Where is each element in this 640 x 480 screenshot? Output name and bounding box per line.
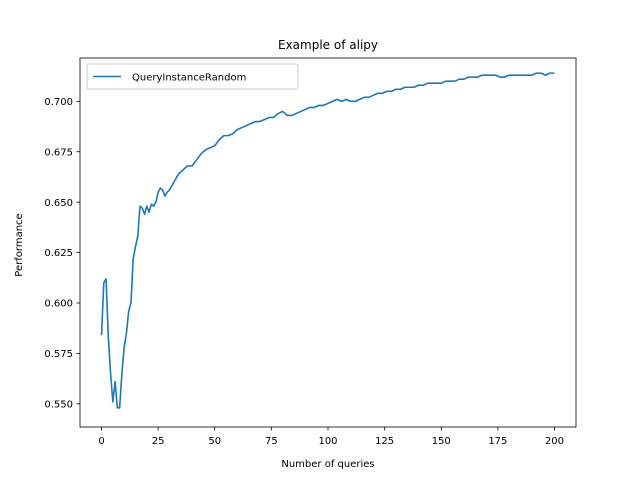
y-tick-label: 0.700 — [44, 97, 73, 108]
y-tick-label: 0.625 — [44, 248, 73, 259]
plot-area — [100, 72, 555, 409]
legend-series-label: QueryInstanceRandom — [132, 73, 246, 84]
x-tick-label: 125 — [375, 436, 394, 447]
x-tick-label: 75 — [265, 436, 278, 447]
y-tick-label: 0.600 — [44, 299, 73, 310]
x-tick-label: 25 — [152, 436, 165, 447]
axes: 0 25 50 75 100 125 150 175 200 0.550 0.575 0.600 0.6… — [44, 57, 577, 447]
y-tick-label: 0.575 — [44, 349, 73, 360]
y-tick-label: 0.550 — [44, 399, 73, 410]
legend-box — [86, 63, 299, 90]
x-axis-title: Number of queries — [281, 459, 374, 470]
y-tick-label: 0.675 — [44, 147, 73, 158]
x-tick-label: 100 — [318, 436, 337, 447]
series-line-0 — [100, 72, 555, 409]
x-tick-label: 200 — [545, 436, 564, 447]
x-tick-label: 0 — [98, 436, 104, 447]
chart-title: Example of alipy — [278, 38, 378, 52]
y-tick-label: 0.650 — [44, 198, 73, 209]
x-tick-label: 50 — [208, 436, 221, 447]
legend: QueryInstanceRandom — [86, 63, 299, 90]
x-tick-label: 175 — [488, 436, 507, 447]
x-tick-label: 150 — [432, 436, 451, 447]
y-axis-title: Performance — [14, 213, 25, 276]
